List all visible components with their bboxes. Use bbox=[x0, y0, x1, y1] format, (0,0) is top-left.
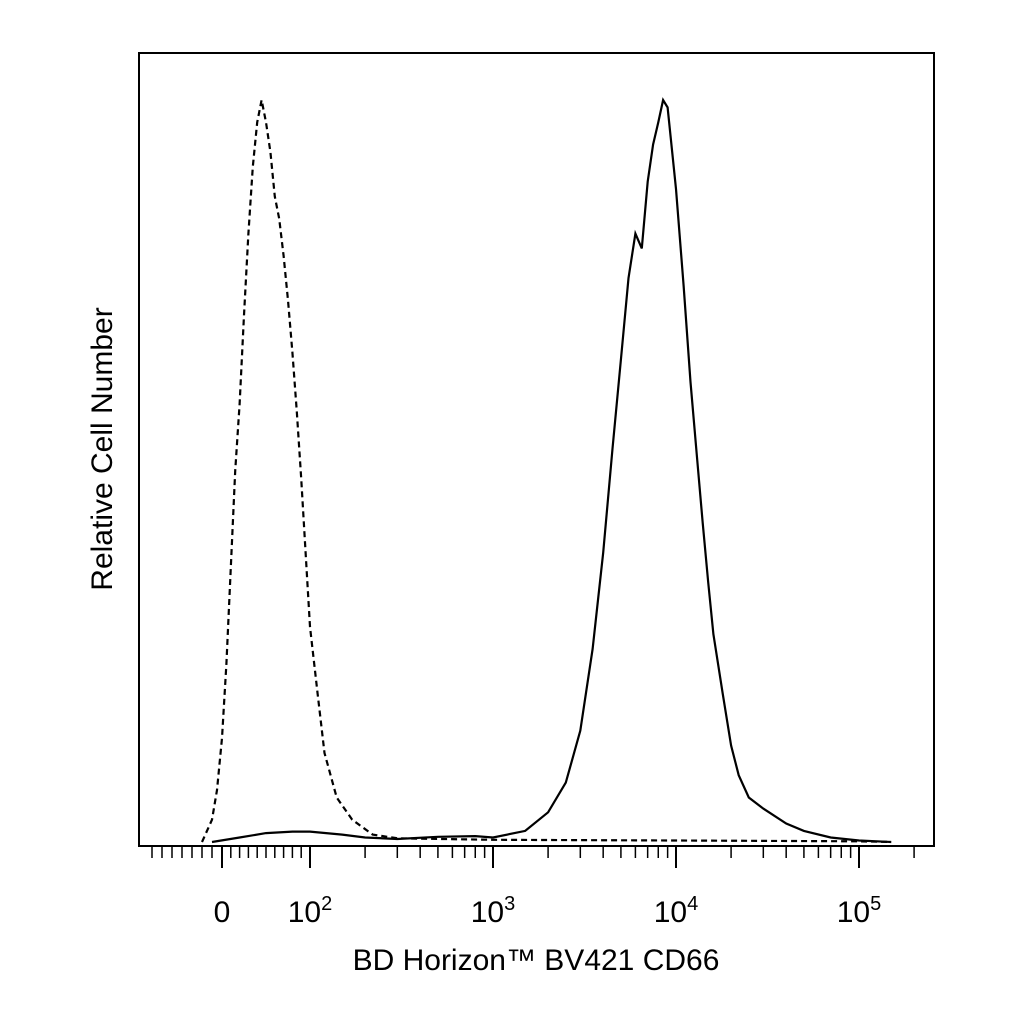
x-tick-label-exponent: 3 bbox=[504, 893, 515, 915]
x-tick-label-base: 10 bbox=[837, 896, 870, 929]
x-tick-label-base: 0 bbox=[214, 896, 231, 929]
plot-frame bbox=[138, 52, 935, 847]
x-tick-label-base: 10 bbox=[471, 896, 504, 929]
x-tick-label-exponent: 5 bbox=[870, 893, 881, 915]
x-tick-label-exponent: 2 bbox=[321, 893, 332, 915]
x-tick-label-exponent: 4 bbox=[687, 893, 698, 915]
x-tick-labels: 0 102 103 104 105 bbox=[214, 893, 882, 929]
x-tick-label: 105 bbox=[837, 893, 882, 929]
x-axis-ticks bbox=[151, 846, 915, 868]
x-axis-label: BD Horizon™ BV421 CD66 bbox=[353, 944, 720, 977]
y-axis-label: Relative Cell Number bbox=[86, 307, 119, 590]
x-tick-label-base: 10 bbox=[654, 896, 687, 929]
series-line-dashed bbox=[200, 99, 892, 844]
x-tick-label: 104 bbox=[654, 893, 699, 929]
x-tick-label-base: 10 bbox=[288, 896, 321, 929]
series-lines bbox=[200, 97, 892, 844]
series-line-solid bbox=[211, 97, 892, 844]
x-tick-label: 103 bbox=[471, 893, 516, 929]
x-tick-label: 0 bbox=[214, 896, 231, 929]
x-tick-label: 102 bbox=[288, 893, 333, 929]
